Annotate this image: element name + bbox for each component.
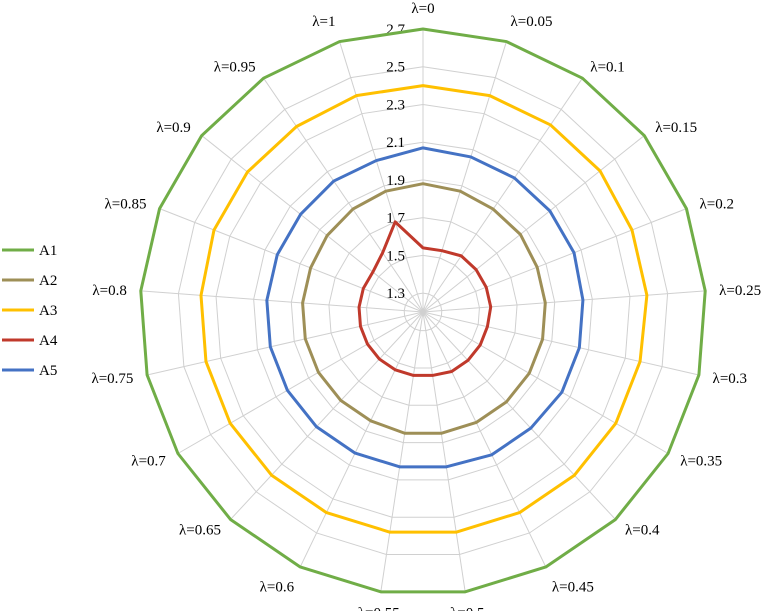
category-label: λ=0.2 [699, 196, 733, 212]
grid-ring-6 [177, 66, 669, 556]
legend-label: A4 [39, 333, 58, 349]
grid-ring-2 [328, 217, 518, 406]
category-label: λ=0.65 [179, 523, 221, 539]
series-line-A2 [301, 182, 547, 435]
grid-ring-1 [366, 254, 480, 369]
tick-label: 1.7 [386, 211, 405, 227]
category-label: λ=0.8 [92, 283, 126, 299]
grid-spoke-1 [422, 41, 507, 313]
grid-spoke-19 [263, 77, 424, 313]
category-label: λ=0.55 [358, 606, 400, 611]
category-label: λ=0.85 [105, 196, 147, 212]
grid-spoke-11 [380, 311, 424, 592]
grid-spoke-20 [339, 41, 424, 313]
radial-axis-ticks: 1.31.51.71.92.12.32.52.7 [386, 22, 405, 302]
grid-spoke-10 [422, 311, 466, 592]
legend-label: A3 [39, 303, 57, 319]
grid-spoke-7 [422, 311, 669, 454]
chart-grid [140, 28, 706, 593]
grid-spoke-9 [422, 311, 547, 568]
category-label: λ=0.9 [156, 120, 190, 136]
tick-label: 2.1 [386, 135, 405, 151]
grid-ring-4 [253, 141, 593, 481]
grid-spoke-4 [422, 208, 687, 313]
grid-spoke-3 [422, 135, 645, 313]
category-label: λ=1 [312, 14, 335, 30]
grid-ring-5 [215, 103, 631, 518]
category-label: λ=0.75 [91, 371, 133, 387]
tick-label: 1.9 [386, 173, 405, 189]
grid-spoke-15 [146, 311, 424, 376]
category-label: λ=0.45 [552, 580, 594, 596]
grid-spoke-8 [422, 311, 616, 520]
category-labels: λ=0 λ=0.05 λ=0.1 λ=0.15 λ=0.2 λ=0.25 λ=0.3 λ=0.… [91, 1, 761, 611]
chart-series [139, 27, 707, 594]
category-label: λ=0.35 [680, 454, 722, 470]
grid-spoke-16 [140, 290, 424, 313]
category-label: λ=0.15 [655, 120, 697, 136]
series-line-A4 [357, 220, 493, 377]
chart-legend: A1 A2 A3 A4 A5 [2, 243, 58, 379]
category-label: λ=0.4 [625, 523, 660, 539]
legend-label: A2 [39, 273, 57, 289]
legend-label: A5 [39, 363, 57, 379]
grid-spoke-12 [299, 311, 424, 568]
grid-spoke-6 [422, 311, 700, 376]
series-line-A5 [265, 146, 585, 469]
grid-spoke-18 [201, 135, 424, 313]
grid-spoke-13 [230, 311, 424, 520]
series-line-A3 [199, 84, 649, 534]
grid-ring-3 [290, 179, 556, 444]
category-label: λ=0.6 [260, 580, 295, 596]
grid-ring-0 [403, 292, 443, 332]
grid-spoke-17 [159, 208, 424, 313]
category-label: λ=0.3 [713, 371, 747, 387]
tick-label: 2.5 [386, 60, 405, 76]
tick-label: 1.5 [386, 248, 405, 264]
grid-spoke-14 [177, 311, 424, 454]
legend-label: A1 [39, 243, 57, 259]
tick-label: 2.3 [386, 97, 405, 113]
grid-spoke-2 [422, 77, 583, 313]
grid-spoke-5 [422, 290, 706, 313]
series-line-A1 [139, 27, 707, 594]
category-label: λ=0.95 [214, 60, 256, 76]
category-label: λ=0.1 [590, 60, 624, 76]
category-label: λ=0.5 [450, 606, 484, 611]
category-label: λ=0.05 [511, 14, 553, 30]
category-label: λ=0 [411, 1, 434, 17]
category-label: λ=0.25 [719, 283, 761, 299]
category-label: λ=0.7 [131, 454, 166, 470]
tick-label: 1.3 [386, 286, 405, 302]
